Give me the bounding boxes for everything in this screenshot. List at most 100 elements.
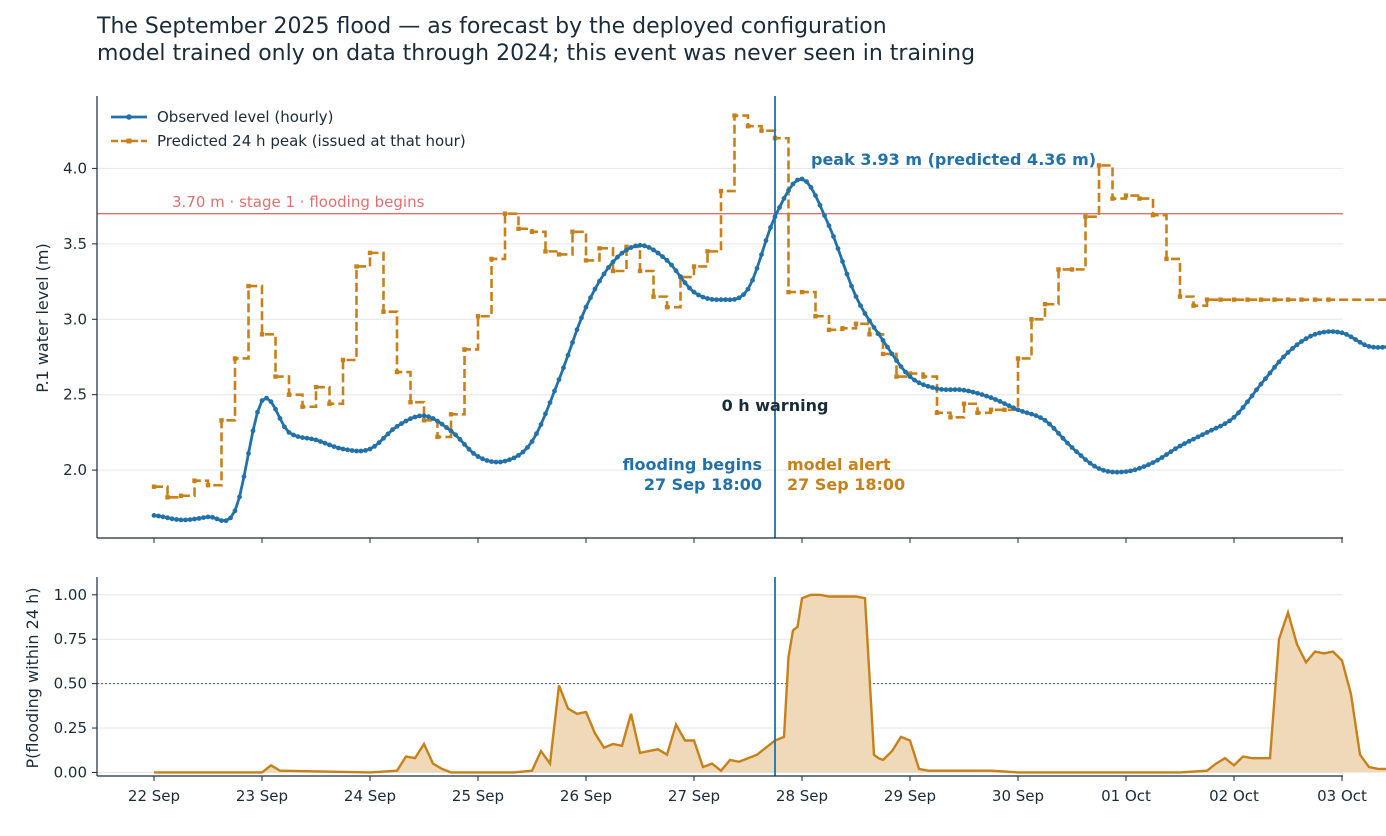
predicted-point-51 bbox=[840, 326, 845, 331]
observed-point-148 bbox=[817, 202, 823, 208]
observed-point-28 bbox=[277, 416, 283, 421]
predicted-point-60 bbox=[961, 401, 967, 406]
observed-point-239 bbox=[1227, 418, 1232, 424]
legend-observed-marker bbox=[126, 114, 132, 120]
top-y-ticks: 2.0 2.5 3.0 3.5 4.0 bbox=[63, 159, 97, 479]
observed-point-176 bbox=[943, 387, 949, 393]
observed-point-46 bbox=[358, 448, 364, 454]
observed-point-60 bbox=[421, 413, 427, 419]
predicted-point-9 bbox=[273, 374, 278, 379]
observed-point-234 bbox=[1204, 430, 1210, 435]
legend-predicted-label: Predicted 24 h peak (issued at that hour… bbox=[157, 132, 466, 150]
observed-point-102 bbox=[610, 259, 616, 265]
predicted-point-15 bbox=[354, 264, 359, 269]
predicted-point-82 bbox=[1258, 297, 1264, 302]
observed-point-112 bbox=[655, 250, 661, 256]
observed-point-161 bbox=[876, 331, 881, 337]
observed-point-91 bbox=[561, 365, 566, 371]
observed-point-174 bbox=[934, 386, 940, 392]
observed-point-50 bbox=[376, 440, 382, 446]
observed-point-232 bbox=[1195, 434, 1201, 440]
predicted-point-65 bbox=[1029, 317, 1034, 322]
predicted-point-75 bbox=[1164, 256, 1169, 262]
observed-point-9 bbox=[192, 516, 197, 522]
observed-point-150 bbox=[826, 223, 832, 229]
predicted-peak-series-line bbox=[154, 114, 1386, 499]
bottom-ytick-label-3: 0.75 bbox=[54, 630, 87, 648]
bottom-xtick-label-11: 03 Oct bbox=[1317, 787, 1367, 805]
observed-point-74 bbox=[484, 458, 490, 463]
threshold-label: 3.70 m · stage 1 · flooding begins bbox=[172, 193, 425, 211]
observed-point-122 bbox=[700, 294, 706, 300]
predicted-point-12 bbox=[313, 384, 319, 390]
observed-point-107 bbox=[633, 243, 638, 249]
observed-point-84 bbox=[529, 439, 535, 444]
observed-point-38 bbox=[322, 440, 328, 446]
predicted-point-10 bbox=[286, 392, 292, 397]
observed-point-215 bbox=[1119, 469, 1124, 475]
bottom-gridlines bbox=[97, 594, 1343, 773]
observed-point-190 bbox=[1006, 403, 1012, 409]
observed-point-70 bbox=[466, 446, 472, 452]
predicted-point-32 bbox=[583, 258, 589, 263]
observed-point-12 bbox=[205, 514, 211, 520]
predicted-point-56 bbox=[907, 371, 913, 376]
observed-point-137 bbox=[768, 225, 773, 230]
predicted-point-17 bbox=[381, 309, 386, 314]
observed-point-68 bbox=[457, 437, 463, 442]
predicted-point-77 bbox=[1191, 303, 1196, 308]
observed-point-212 bbox=[1105, 469, 1111, 474]
observed-point-209 bbox=[1092, 463, 1097, 469]
observed-point-125 bbox=[714, 297, 719, 303]
top-ytick-label-2: 3.0 bbox=[63, 310, 87, 328]
observed-point-114 bbox=[664, 258, 670, 263]
observed-point-238 bbox=[1222, 421, 1228, 427]
observed-point-181 bbox=[966, 388, 971, 394]
observed-point-194 bbox=[1024, 410, 1030, 416]
observed-point-86 bbox=[538, 422, 544, 427]
predicted-point-6 bbox=[232, 356, 238, 361]
predicted-point-40 bbox=[691, 264, 697, 269]
bottom-xtick-label-4: 26 Sep bbox=[560, 787, 612, 805]
observed-point-206 bbox=[1078, 453, 1084, 458]
predicted-point-29 bbox=[543, 249, 548, 254]
observed-point-156 bbox=[853, 294, 859, 299]
observed-point-120 bbox=[691, 289, 697, 295]
predicted-point-28 bbox=[529, 229, 535, 234]
observed-point-187 bbox=[993, 397, 998, 402]
observed-point-20 bbox=[241, 474, 247, 479]
observed-point-243 bbox=[1245, 399, 1250, 405]
predicted-point-7 bbox=[246, 283, 251, 289]
bottom-y-ticks: 0.00 0.25 0.50 0.75 1.00 bbox=[54, 586, 97, 781]
observed-point-121 bbox=[696, 292, 701, 298]
predicted-point-68 bbox=[1069, 267, 1075, 272]
predicted-point-72 bbox=[1123, 193, 1129, 198]
observed-point-170 bbox=[916, 380, 922, 386]
predicted-point-25 bbox=[489, 256, 494, 262]
observed-point-123 bbox=[705, 296, 710, 301]
observed-point-214 bbox=[1114, 469, 1120, 475]
observed-point-62 bbox=[430, 416, 436, 421]
predicted-point-21 bbox=[435, 434, 440, 440]
observed-point-90 bbox=[556, 377, 562, 382]
observed-point-128 bbox=[727, 297, 733, 303]
observed-point-267 bbox=[1353, 337, 1358, 342]
observed-point-101 bbox=[606, 265, 611, 270]
observed-point-272 bbox=[1375, 345, 1381, 350]
bottom-xtick-label-0: 22 Sep bbox=[128, 787, 180, 805]
legend: Observed level (hourly) Predicted 24 h p… bbox=[111, 108, 466, 150]
predicted-point-53 bbox=[867, 332, 872, 337]
observed-point-168 bbox=[907, 374, 913, 379]
predicted-point-0 bbox=[151, 484, 157, 489]
predicted-point-81 bbox=[1245, 297, 1250, 302]
predicted-peak-markers bbox=[151, 113, 1331, 500]
predicted-point-30 bbox=[556, 252, 562, 257]
observed-point-199 bbox=[1047, 421, 1052, 427]
observed-point-57 bbox=[408, 416, 413, 422]
predicted-point-50 bbox=[826, 327, 832, 333]
observed-point-19 bbox=[237, 494, 242, 500]
observed-point-165 bbox=[894, 358, 899, 363]
observed-point-250 bbox=[1276, 359, 1282, 365]
observed-point-223 bbox=[1155, 457, 1160, 463]
observed-point-207 bbox=[1083, 457, 1088, 462]
